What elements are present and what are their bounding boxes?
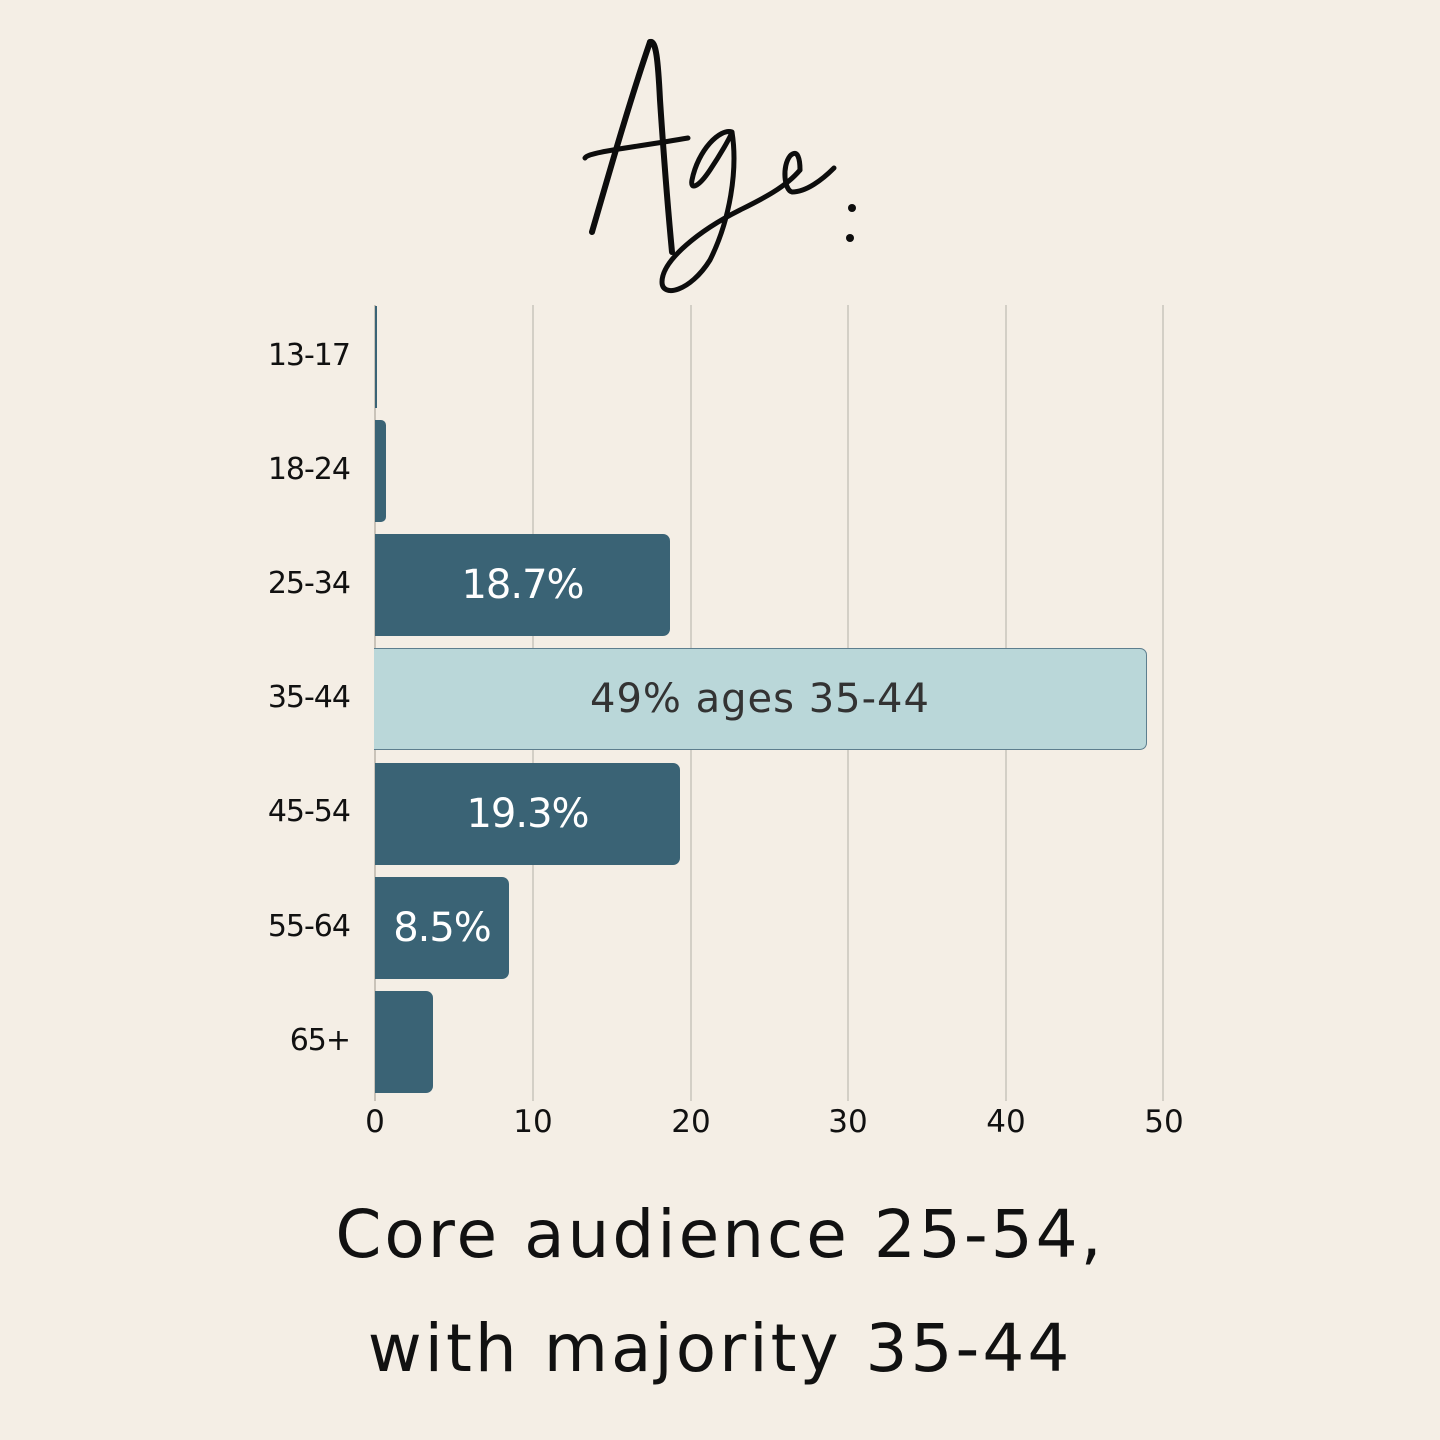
y-label-65-plus: 65+ <box>289 1023 351 1058</box>
caption-line-2: with majority 35-44 <box>367 1310 1073 1387</box>
bar-value-label: 49% ages 35-44 <box>590 676 930 722</box>
y-label-35-44: 35-44 <box>267 680 351 715</box>
bar-value-label: 19.3% <box>466 791 589 837</box>
gridline-50 <box>1162 305 1164 1101</box>
bar-25-34: 18.7% <box>375 534 670 636</box>
x-tick-50: 50 <box>1144 1104 1184 1140</box>
x-tick-0: 0 <box>365 1104 385 1140</box>
bar-value-label: 8.5% <box>393 905 492 951</box>
caption-line-1: Core audience 25-54, <box>335 1196 1105 1273</box>
bar-65-plus <box>375 991 433 1093</box>
x-tick-30: 30 <box>828 1104 868 1140</box>
x-tick-20: 20 <box>671 1104 711 1140</box>
bar-value-label: 18.7% <box>461 562 584 608</box>
colon-dot-top-icon <box>848 204 856 212</box>
colon-dot-bottom-icon <box>846 234 854 242</box>
x-tick-10: 10 <box>513 1104 553 1140</box>
age-bar-chart: 13-17 18-24 25-34 35-44 45-54 55-64 65+ … <box>267 305 1184 1140</box>
y-label-25-34: 25-34 <box>267 566 351 601</box>
bar-45-54: 19.3% <box>375 763 680 865</box>
bar-35-44-highlight: 49% ages 35-44 <box>374 648 1147 750</box>
bar-18-24 <box>375 420 386 522</box>
bar-55-64: 8.5% <box>375 877 509 979</box>
bar-13-17 <box>375 306 377 408</box>
y-label-13-17: 13-17 <box>267 338 351 373</box>
y-label-45-54: 45-54 <box>267 794 351 829</box>
y-label-18-24: 18-24 <box>267 452 351 487</box>
chart-title-age-script: Age: <box>582 39 856 293</box>
y-label-55-64: 55-64 <box>267 909 351 944</box>
x-tick-40: 40 <box>986 1104 1026 1140</box>
